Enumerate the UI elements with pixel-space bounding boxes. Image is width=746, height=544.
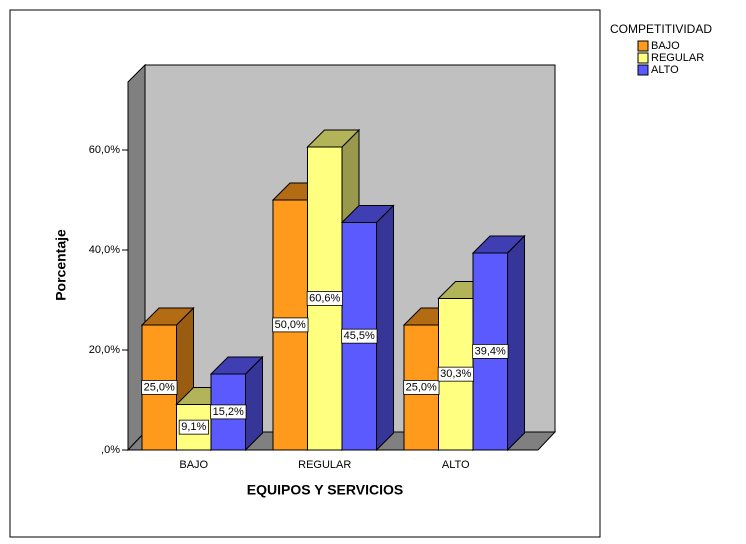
value-label-box	[272, 317, 309, 333]
value-label-box	[306, 291, 343, 306]
value-label: 39,4%	[475, 345, 506, 357]
value-label-box	[437, 366, 474, 382]
bar-side	[507, 234, 525, 452]
value-label: 60,6%	[309, 292, 340, 304]
y-axis-title: Porcentaje	[53, 229, 69, 301]
value-label-box	[210, 404, 247, 420]
x-axis-title: EQUIPOS Y SERVICIOS	[247, 482, 403, 498]
legend-label: REGULAR	[651, 52, 704, 64]
value-label: 25,0%	[144, 381, 175, 393]
legend-swatch	[637, 52, 649, 64]
bar-side	[376, 204, 394, 452]
value-label-box	[403, 380, 440, 395]
legend-title: COMPETITIVIDAD	[610, 22, 712, 36]
value-label-box	[472, 344, 509, 359]
legend-swatch	[637, 64, 649, 76]
y-tick-label: 20,0%	[89, 344, 120, 356]
y-tick-label: 60,0%	[89, 144, 120, 156]
y-tick-label: ,0%	[101, 444, 120, 456]
y-tick-label: 40,0%	[89, 244, 120, 256]
value-label: 45,5%	[344, 330, 375, 342]
x-tick-label: BAJO	[179, 459, 208, 471]
legend-label: BAJO	[651, 40, 680, 52]
value-label: 30,3%	[440, 368, 471, 380]
value-label: 9,1%	[181, 421, 206, 433]
x-tick-label: REGULAR	[298, 459, 351, 471]
value-label: 25,0%	[406, 381, 437, 393]
value-label: 15,2%	[213, 406, 244, 418]
value-label: 50,0%	[275, 319, 306, 331]
legend-swatch	[637, 40, 649, 52]
x-tick-label: ALTO	[442, 459, 470, 471]
value-label-box	[178, 419, 209, 435]
value-label-box	[141, 380, 178, 395]
legend-label: ALTO	[651, 64, 679, 76]
value-label-box	[341, 328, 378, 344]
